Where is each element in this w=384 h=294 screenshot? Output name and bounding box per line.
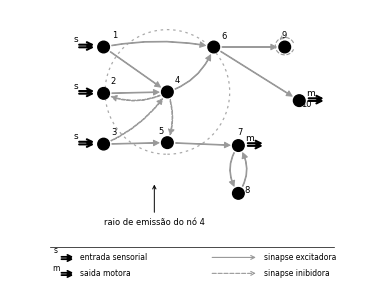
Text: 5: 5 bbox=[159, 127, 164, 136]
Circle shape bbox=[233, 188, 244, 199]
Text: 1: 1 bbox=[112, 31, 118, 40]
Circle shape bbox=[233, 140, 244, 151]
FancyArrowPatch shape bbox=[221, 51, 292, 96]
Circle shape bbox=[293, 95, 305, 106]
FancyArrowPatch shape bbox=[111, 95, 160, 101]
Text: 8: 8 bbox=[245, 186, 250, 195]
Text: s: s bbox=[74, 132, 78, 141]
Circle shape bbox=[98, 41, 109, 53]
FancyArrowPatch shape bbox=[110, 51, 161, 87]
Circle shape bbox=[98, 88, 109, 99]
Text: s: s bbox=[74, 35, 78, 44]
FancyArrowPatch shape bbox=[112, 41, 205, 47]
FancyArrowPatch shape bbox=[111, 99, 162, 141]
Circle shape bbox=[279, 41, 291, 53]
Text: saida motora: saida motora bbox=[80, 269, 131, 278]
Text: s: s bbox=[54, 246, 58, 255]
Text: raio de emissão do nó 4: raio de emissão do nó 4 bbox=[104, 186, 205, 227]
FancyArrowPatch shape bbox=[112, 89, 159, 95]
FancyArrowPatch shape bbox=[112, 140, 159, 146]
Text: sinapse inibidora: sinapse inibidora bbox=[265, 269, 330, 278]
Circle shape bbox=[162, 86, 173, 98]
FancyArrowPatch shape bbox=[169, 100, 174, 135]
FancyArrowPatch shape bbox=[222, 44, 276, 50]
FancyArrowPatch shape bbox=[242, 153, 247, 186]
Text: 4: 4 bbox=[175, 76, 180, 85]
Text: 2: 2 bbox=[111, 77, 116, 86]
Text: 7: 7 bbox=[237, 128, 242, 137]
FancyArrowPatch shape bbox=[229, 153, 235, 186]
FancyArrowPatch shape bbox=[175, 142, 230, 148]
Circle shape bbox=[162, 137, 173, 148]
Text: 6: 6 bbox=[221, 32, 226, 41]
Text: m: m bbox=[306, 89, 315, 98]
FancyArrowPatch shape bbox=[175, 55, 210, 89]
Text: s: s bbox=[74, 82, 78, 91]
Text: 10: 10 bbox=[301, 100, 311, 109]
Text: 3: 3 bbox=[111, 128, 116, 137]
Text: sinapse excitadora: sinapse excitadora bbox=[265, 253, 337, 262]
Text: entrada sensorial: entrada sensorial bbox=[80, 253, 148, 262]
Text: m: m bbox=[246, 134, 254, 143]
Circle shape bbox=[98, 138, 109, 150]
Text: 9: 9 bbox=[282, 31, 287, 40]
Text: m: m bbox=[52, 264, 60, 273]
Circle shape bbox=[208, 41, 220, 53]
